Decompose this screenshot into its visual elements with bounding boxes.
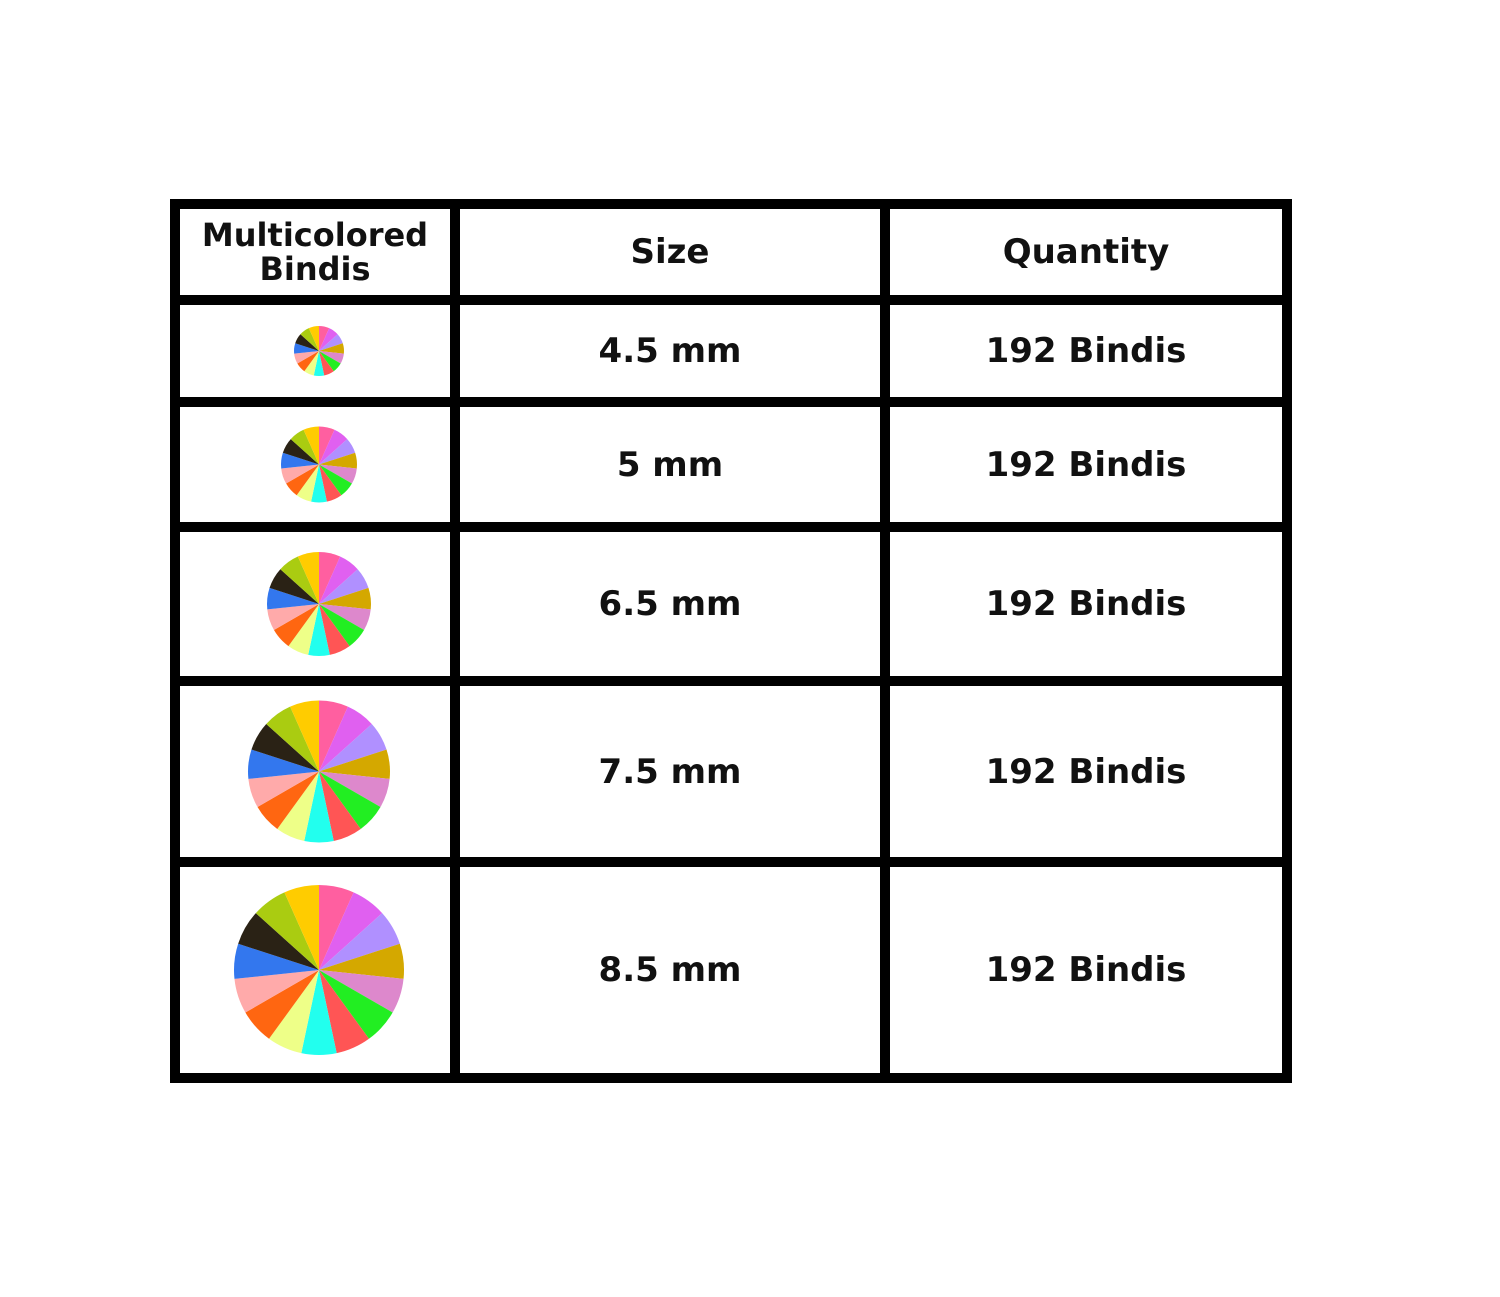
- bindi-slice: [319, 429, 348, 465]
- header-cell: Quantity: [1002, 232, 1170, 272]
- bindi-slice: [319, 334, 343, 351]
- bindi-slice: [319, 343, 344, 354]
- bindi-slice: [319, 351, 341, 372]
- bindi-icon: [248, 700, 390, 843]
- bindi-slice: [319, 604, 371, 630]
- bindi-slice: [319, 351, 344, 364]
- bindi-slice: [319, 970, 393, 1039]
- bindi-slice: [319, 452, 358, 469]
- bindi-slice: [294, 343, 319, 354]
- bindi-slice: [286, 464, 319, 496]
- bindi-slice: [319, 771, 390, 807]
- bindi-slice: [245, 970, 319, 1039]
- bindi-slice: [319, 749, 390, 779]
- bindi-slice: [319, 943, 405, 979]
- size-cell: 4.5 mm: [598, 331, 742, 371]
- bindi-slice: [319, 706, 372, 772]
- bindi-slice: [281, 464, 319, 484]
- bindi-slice: [319, 604, 365, 647]
- bindi-slice: [319, 913, 400, 970]
- bindi-slice: [297, 351, 319, 372]
- bindi-slice: [319, 771, 361, 841]
- size-cell: 5 mm: [616, 444, 724, 485]
- header-cell: Multicolored Bindis: [201, 216, 429, 288]
- bindi-slice: [295, 334, 319, 351]
- table-border: [170, 199, 1292, 1083]
- bindi-slice: [296, 464, 319, 502]
- bindi-slice: [319, 723, 387, 772]
- bindi-slice: [300, 328, 319, 351]
- bindi-slice: [319, 326, 330, 351]
- size-cell: 7.5 mm: [598, 751, 742, 792]
- bindi-slice: [319, 771, 381, 829]
- quantity-cell: 192 Bindis: [985, 950, 1187, 990]
- bindi-slice: [319, 569, 369, 604]
- bindi-slice: [266, 706, 319, 772]
- bindi-slice: [319, 464, 357, 484]
- bindi-slice: [319, 970, 404, 1013]
- bindi-slice: [319, 556, 358, 604]
- bindi-icons: [233, 326, 405, 1055]
- bindi-slice: [269, 970, 319, 1054]
- bindi-slice: [319, 328, 338, 351]
- bindi-slice: [248, 771, 319, 807]
- bindi-slice: [294, 351, 319, 364]
- bindi-slice: [319, 426, 335, 465]
- bindi-slice: [269, 569, 319, 604]
- bindi-slice: [304, 351, 319, 376]
- bindi-slice: [267, 604, 319, 630]
- bindi-icon: [267, 552, 371, 656]
- bindi-icon: [294, 326, 344, 376]
- bindi-icon: [233, 885, 405, 1055]
- bindi-slice: [297, 552, 319, 604]
- bindi-slice: [248, 749, 319, 779]
- bindi-icon: [281, 426, 358, 503]
- quantity-cell: 192 Bindis: [985, 584, 1187, 624]
- bindi-slice: [255, 892, 319, 970]
- bindi-slice: [319, 439, 356, 465]
- bindi-slice: [301, 970, 337, 1055]
- bindi-slice: [319, 885, 354, 970]
- bindi-slice: [290, 700, 319, 772]
- bindi-slice: [311, 464, 327, 503]
- bindi-slice: [288, 604, 319, 655]
- bindi-slice: [319, 351, 334, 376]
- bindi-slice: [319, 552, 341, 604]
- bindi-slice: [238, 913, 319, 970]
- bindi-slice: [304, 771, 334, 843]
- bindi-slice: [233, 943, 319, 979]
- bindi-slice: [308, 604, 330, 656]
- size-cell: 6.5 mm: [598, 584, 742, 624]
- size-cell: 8.5 mm: [598, 950, 742, 990]
- bindi-slice: [319, 587, 371, 610]
- bindi-slice: [257, 771, 319, 829]
- bindi-slice: [319, 604, 350, 655]
- bindi-slice: [308, 326, 319, 351]
- bindi-slice: [290, 429, 319, 465]
- bindi-slice: [303, 426, 319, 465]
- bindi-slice: [251, 723, 319, 772]
- quantity-cell: 192 Bindis: [985, 751, 1187, 792]
- bindi-slice: [277, 771, 319, 841]
- bindi-slice: [234, 970, 319, 1013]
- quantity-cell: 192 Bindis: [985, 331, 1187, 371]
- bindi-slice: [284, 885, 319, 970]
- bindi-slice: [273, 604, 319, 647]
- bindi-slice: [319, 464, 352, 496]
- bindi-slice: [267, 587, 319, 610]
- bindi-slice: [280, 556, 319, 604]
- bindi-slice: [319, 700, 348, 772]
- bindi-slice: [313, 351, 325, 376]
- header-cell: Size: [630, 232, 710, 272]
- quantity-cell: 192 Bindis: [985, 444, 1187, 485]
- bindi-slice: [319, 892, 383, 970]
- bindi-slice: [282, 439, 319, 465]
- bindi-slice: [281, 452, 319, 469]
- bindi-slice: [319, 464, 342, 502]
- row-dividers: [175, 295, 1292, 867]
- bindi-slice: [319, 970, 369, 1054]
